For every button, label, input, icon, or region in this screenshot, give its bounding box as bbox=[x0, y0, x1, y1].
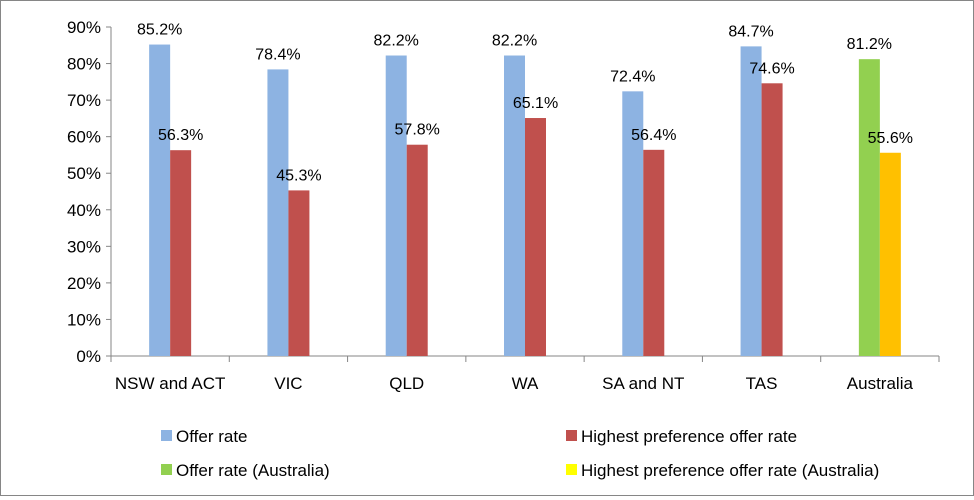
bar bbox=[622, 91, 644, 357]
data-label: 45.3% bbox=[276, 167, 321, 184]
x-category-label: Australia bbox=[847, 374, 914, 393]
legend-label: Offer rate (Australia) bbox=[176, 461, 330, 480]
data-label: 85.2% bbox=[137, 22, 182, 39]
x-category-label: NSW and ACT bbox=[115, 374, 226, 393]
legend-swatch bbox=[566, 430, 577, 441]
bar bbox=[406, 144, 428, 356]
data-label: 72.4% bbox=[610, 68, 655, 85]
y-tick-label: 60% bbox=[67, 128, 101, 147]
bar bbox=[525, 118, 546, 356]
bar bbox=[170, 150, 192, 356]
y-tick-label: 70% bbox=[67, 91, 101, 110]
y-tick-label: 40% bbox=[67, 201, 101, 220]
data-label: 56.4% bbox=[631, 127, 676, 144]
bar bbox=[149, 44, 171, 357]
bar bbox=[761, 83, 783, 356]
bar bbox=[504, 55, 525, 356]
y-tick-label: 50% bbox=[67, 164, 101, 183]
legend-swatch bbox=[161, 430, 172, 441]
x-category-label: WA bbox=[512, 374, 539, 393]
bar bbox=[385, 55, 407, 356]
bar bbox=[740, 46, 762, 356]
bar bbox=[879, 152, 901, 356]
bar bbox=[858, 59, 880, 357]
data-label: 56.3% bbox=[158, 127, 203, 144]
data-label: 57.8% bbox=[395, 122, 440, 139]
bar bbox=[267, 69, 289, 356]
bar bbox=[288, 190, 310, 356]
legend-label: Offer rate bbox=[176, 427, 248, 446]
data-label: 74.6% bbox=[749, 60, 794, 77]
y-tick-label: 90% bbox=[67, 18, 101, 37]
data-label: 82.2% bbox=[492, 33, 537, 50]
data-label: 78.4% bbox=[255, 46, 300, 63]
x-category-label: TAS bbox=[746, 374, 778, 393]
y-tick-label: 0% bbox=[76, 347, 101, 366]
data-label: 65.1% bbox=[513, 95, 558, 112]
x-category-label: VIC bbox=[274, 374, 302, 393]
y-tick-label: 80% bbox=[67, 55, 101, 74]
legend-swatch bbox=[566, 464, 577, 475]
legend-label: Highest preference offer rate (Australia… bbox=[581, 461, 879, 480]
y-tick-label: 10% bbox=[67, 310, 101, 329]
bar bbox=[643, 149, 665, 356]
data-label: 81.2% bbox=[847, 36, 892, 53]
data-label: 82.2% bbox=[374, 33, 419, 50]
x-category-label: QLD bbox=[389, 374, 424, 393]
y-tick-label: 20% bbox=[67, 274, 101, 293]
data-label: 84.7% bbox=[728, 23, 773, 40]
y-tick-label: 30% bbox=[67, 237, 101, 256]
x-category-label: SA and NT bbox=[602, 374, 684, 393]
data-label: 55.6% bbox=[868, 130, 913, 147]
legend-label: Highest preference offer rate bbox=[581, 427, 797, 446]
legend-swatch bbox=[161, 464, 172, 475]
